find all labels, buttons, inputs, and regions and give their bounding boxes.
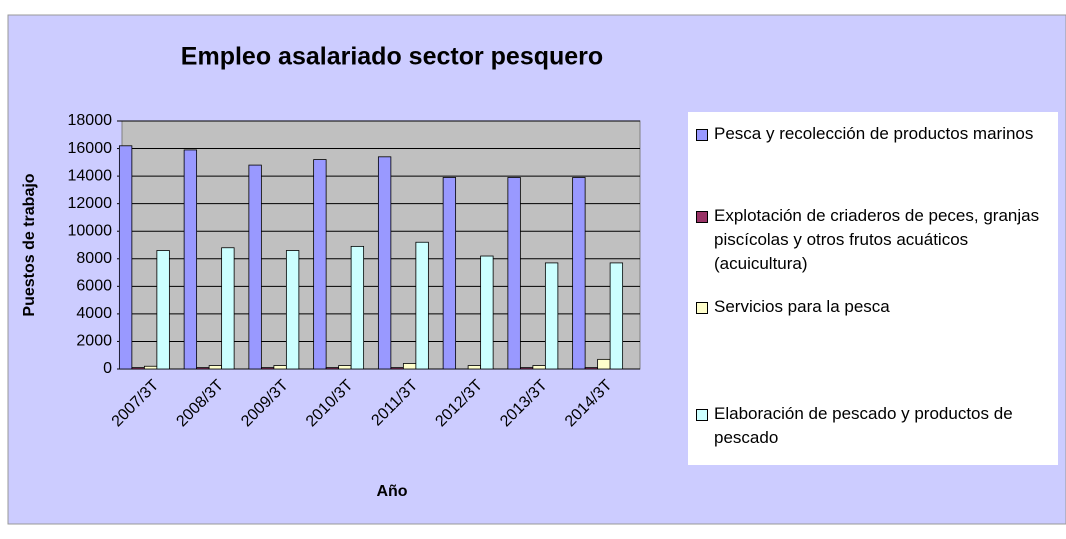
bar: [248, 164, 262, 370]
bar: [572, 177, 586, 370]
bar: [402, 363, 417, 370]
bar: [507, 177, 521, 370]
y-tick-label: 14000: [68, 167, 113, 184]
bar: [273, 365, 287, 370]
legend-entry: Pesca y recolección de productos marinos: [696, 122, 1056, 146]
bar: [480, 255, 494, 370]
y-tick-label: 10000: [68, 222, 113, 239]
y-tick-label: 18000: [68, 112, 113, 129]
bar: [131, 367, 145, 370]
bar: [544, 262, 559, 370]
y-tick-label: 12000: [68, 195, 113, 212]
y-tick-label: 8000: [76, 250, 112, 267]
legend-entry: Servicios para la pesca: [696, 295, 1056, 319]
bar: [208, 365, 223, 370]
bar: [519, 367, 534, 370]
legend-swatch: [696, 129, 708, 141]
y-axis-title: Puestos de trabajo: [21, 173, 38, 316]
bar: [285, 250, 300, 370]
legend-swatch: [696, 409, 708, 421]
y-tick-label: 0: [103, 360, 112, 377]
bar: [338, 365, 352, 370]
legend-label: Elaboración de pescado y productos de pe…: [714, 404, 1013, 447]
bar: [156, 250, 170, 370]
bar: [325, 367, 340, 370]
x-axis-title: Año: [376, 483, 407, 500]
legend-entry: Elaboración de pescado y productos de pe…: [696, 402, 1056, 450]
bar: [597, 358, 611, 370]
bar: [183, 149, 198, 370]
y-tick-label: 6000: [76, 278, 112, 295]
bar: [350, 245, 365, 370]
bar: [532, 365, 546, 370]
legend-entry: Explotación de criaderos de peces, granj…: [696, 204, 1056, 276]
bar: [442, 177, 457, 370]
chart-title: Empleo asalariado sector pesquero: [181, 43, 603, 71]
bar: [118, 145, 133, 370]
y-tick-label: 4000: [76, 305, 112, 322]
bar: [221, 247, 235, 370]
bar: [584, 367, 599, 370]
bar: [313, 159, 327, 370]
y-tick-label: 2000: [76, 333, 112, 350]
legend-swatch: [696, 211, 708, 223]
bar: [609, 262, 624, 370]
legend-swatch: [696, 302, 708, 314]
legend: Pesca y recolección de productos marinos…: [688, 112, 1058, 465]
legend-label: Pesca y recolección de productos marinos: [714, 124, 1034, 143]
bar: [196, 367, 210, 370]
bar: [377, 156, 392, 370]
bar: [143, 365, 158, 370]
bar: [415, 241, 429, 370]
bar: [467, 365, 482, 370]
bar: [260, 367, 275, 370]
legend-label: Servicios para la pesca: [714, 297, 890, 316]
y-tick-label: 16000: [68, 140, 113, 157]
bar: [390, 367, 404, 370]
legend-label: Explotación de criaderos de peces, granj…: [714, 206, 1040, 273]
